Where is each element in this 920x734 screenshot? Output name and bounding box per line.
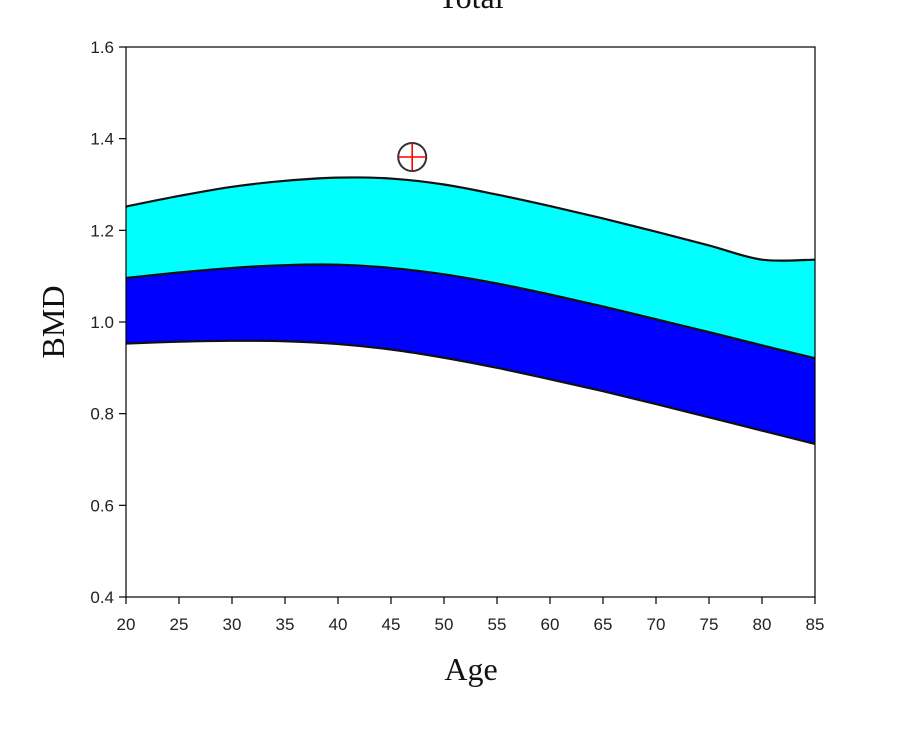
y-tick-label: 0.6 <box>90 496 114 515</box>
x-tick-label: 70 <box>647 615 666 634</box>
x-tick-label: 25 <box>170 615 189 634</box>
reference-bands <box>125 176 816 445</box>
x-axis: 20 25 30 35 40 45 50 55 60 65 70 75 80 85 <box>117 597 825 634</box>
x-tick-label: 80 <box>753 615 772 634</box>
y-tick-label: 1.2 <box>90 221 114 240</box>
x-tick-label: 30 <box>223 615 242 634</box>
y-tick-label: 0.8 <box>90 405 114 424</box>
band-fill-1 <box>126 177 815 359</box>
band-fill-0 <box>126 264 815 444</box>
x-axis-title: Age <box>444 651 497 687</box>
y-tick-label: 1.6 <box>90 38 114 57</box>
band-edge-0 <box>125 339 816 445</box>
y-axis-title: BMD <box>35 286 71 359</box>
x-tick-label: 75 <box>700 615 719 634</box>
x-tick-label: 20 <box>117 615 136 634</box>
x-tick-label: 60 <box>541 615 560 634</box>
x-tick-label: 40 <box>329 615 348 634</box>
band-edge-2 <box>125 176 816 262</box>
x-tick-label: 55 <box>488 615 507 634</box>
x-tick-label: 65 <box>594 615 613 634</box>
x-tick-label: 85 <box>806 615 825 634</box>
y-tick-label: 0.4 <box>90 588 114 607</box>
x-tick-label: 35 <box>276 615 295 634</box>
chart-title: Total <box>438 0 503 15</box>
y-tick-label: 1.4 <box>90 130 114 149</box>
band-edge-1 <box>125 263 816 360</box>
patient-marker <box>397 142 428 172</box>
y-axis: 0.4 0.6 0.8 1.0 1.2 1.4 1.6 <box>90 38 126 607</box>
x-tick-label: 45 <box>382 615 401 634</box>
y-tick-label: 1.0 <box>90 313 114 332</box>
x-tick-label: 50 <box>435 615 454 634</box>
